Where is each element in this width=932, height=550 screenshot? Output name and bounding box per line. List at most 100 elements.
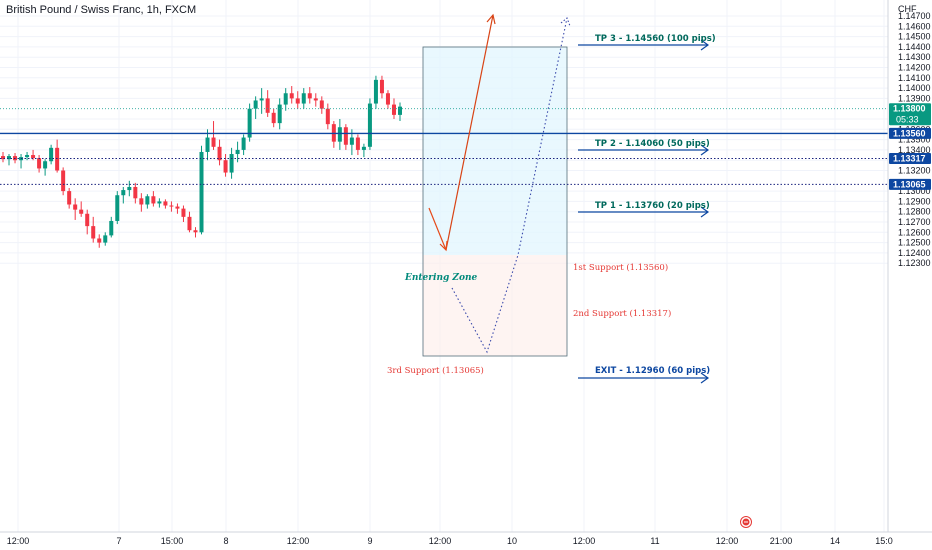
entering-zone-label: Entering Zone [404, 273, 478, 283]
price-badge-label: 1.13800 [893, 104, 926, 114]
price-tick-label: 1.14100 [898, 73, 931, 83]
candles [1, 75, 402, 248]
candle-body [247, 108, 252, 138]
candle-body [271, 112, 276, 124]
candle-body [61, 170, 66, 192]
event-icon[interactable] [740, 516, 752, 528]
tp-arrows [578, 39, 710, 384]
candle-body [283, 93, 288, 105]
price-badge [889, 103, 931, 126]
time-tick-label: 8 [223, 536, 228, 546]
candle-body [265, 98, 270, 113]
time-tick-label: 12:00 [7, 536, 30, 546]
price-tick-label: 1.14000 [898, 83, 931, 93]
candle-body [253, 100, 258, 109]
candle-body [349, 137, 354, 145]
time-tick-label: 12:00 [573, 536, 596, 546]
candle-body [157, 201, 162, 204]
price-tick-label: 1.12300 [898, 258, 931, 268]
price-axis[interactable] [888, 0, 932, 532]
candle-body [343, 127, 348, 145]
candle-body [49, 147, 54, 162]
support3-label: 3rd Support (1.13065) [387, 365, 484, 376]
countdown-label: 05:33 [896, 115, 919, 125]
time-axis[interactable] [0, 532, 932, 550]
candle-body [103, 235, 108, 243]
price-tick-label: 1.12900 [898, 196, 931, 206]
time-tick-label: 15:0 [875, 536, 893, 546]
price-badge [889, 152, 931, 164]
candle-body [163, 201, 168, 206]
candle-body [187, 216, 192, 231]
price-tick-label: 1.13400 [898, 145, 931, 155]
target-zone [423, 47, 567, 255]
candle-body [55, 147, 60, 171]
price-badge [889, 178, 931, 190]
candle-body [391, 104, 396, 115]
candle-body [325, 108, 330, 125]
candle-body [79, 209, 84, 214]
price-tick-label: 1.14700 [898, 11, 931, 21]
candle-body [373, 79, 378, 104]
price-ticks: 1.147001.146001.145001.144001.143001.142… [898, 11, 931, 268]
candle-body [319, 100, 324, 109]
candle-body [109, 220, 114, 236]
price-tick-label: 1.14200 [898, 63, 931, 73]
candle-body [67, 191, 72, 205]
price-tick-label: 1.14300 [898, 52, 931, 62]
candle-body [43, 161, 48, 169]
candle-body [181, 208, 186, 217]
candle-body [85, 213, 90, 227]
candle-body [307, 93, 312, 99]
target-line-head [700, 206, 710, 218]
candle-body [73, 204, 78, 210]
target-arrow [445, 14, 494, 251]
price-tick-label: 1.12600 [898, 227, 931, 237]
price-tick-label: 1.14500 [898, 32, 931, 42]
candle-body [301, 93, 306, 104]
time-tick-label: 11 [650, 536, 659, 546]
candle-body [127, 186, 132, 191]
support1-label: 1st Support (1.13560) [573, 262, 668, 273]
time-tick-label: 10 [507, 536, 517, 546]
entry-zone [423, 255, 567, 356]
candle-body [241, 137, 246, 150]
candle-body [37, 158, 42, 169]
candle-body [1, 156, 5, 160]
symbol-title: British Pound / Swiss Franc, 1h, FXCM [6, 4, 197, 16]
entry-arrow-head [439, 240, 448, 252]
candle-body [133, 186, 138, 199]
candle-body [139, 198, 144, 205]
candle-body [259, 98, 264, 101]
price-tick-label: 1.12800 [898, 207, 931, 217]
time-tick-label: 21:00 [770, 536, 793, 546]
level-lines [0, 108, 888, 185]
candle-body [337, 127, 342, 142]
candle-body [355, 137, 360, 150]
candle-body [367, 103, 372, 147]
tp1-label: TP 1 - 1.13760 (20 pips) [595, 201, 710, 211]
exit-label: EXIT - 1.12960 (60 pips) [595, 366, 710, 376]
time-tick-label: 12:00 [716, 536, 739, 546]
target-line-head [700, 144, 710, 156]
zone-frame [422, 46, 568, 357]
time-tick-label: 9 [367, 536, 372, 546]
candle-body [7, 156, 12, 160]
price-badge-label: 1.13317 [893, 153, 926, 163]
candle-body [115, 195, 120, 221]
price-tick-label: 1.12400 [898, 248, 931, 258]
candle-body [121, 190, 126, 196]
candle-body [169, 205, 174, 207]
candle-body [361, 146, 366, 150]
candle-body [151, 196, 156, 204]
price-tick-label: 1.14600 [898, 21, 931, 31]
candle-body [385, 93, 390, 105]
currency-label: CHF [898, 4, 917, 14]
candle-body [379, 79, 384, 94]
time-tick-label: 14 [830, 536, 840, 546]
candle-body [277, 104, 282, 124]
drawings [428, 13, 571, 354]
time-tick-label: 15:00 [161, 536, 184, 546]
candle-body [91, 226, 96, 239]
